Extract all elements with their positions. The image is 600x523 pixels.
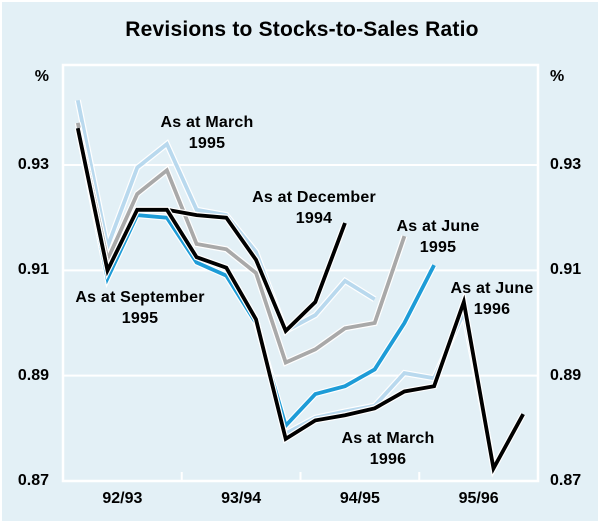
annotation-line: As at June	[450, 280, 534, 297]
y-tick-label-right-0.91: 0.91	[550, 261, 582, 279]
annotation-as-at-march-1996: As at March 1996	[342, 428, 435, 470]
annotation-line: 1995	[419, 239, 457, 256]
annotation-line: As at March	[341, 430, 435, 447]
annotation-line: As at June	[396, 218, 480, 235]
x-tick-label-92-93: 92/93	[102, 490, 143, 507]
y-tick-label-left-0.87: 0.87	[17, 472, 49, 489]
annotation-line: 1995	[121, 310, 159, 327]
annotation-as-at-march-1995: As at March 1995	[161, 112, 254, 154]
y-axis-unit-left: %	[34, 68, 49, 85]
annotation-line: 1996	[369, 451, 407, 468]
y-tick-label-right-0.87: 0.87	[550, 472, 582, 489]
annotation-as-at-september-1995: As at September 1995	[75, 287, 204, 329]
annotation-as-at-december-1994: As at December 1994	[252, 187, 376, 229]
annotation-as-at-june-1995: As at June 1995	[397, 216, 480, 258]
series-line-as-at-june-1996	[75, 127, 525, 475]
x-tick-label-95-96: 95/96	[458, 490, 499, 507]
annotation-line: As at March	[160, 114, 254, 131]
annotation-line: 1996	[473, 301, 511, 318]
chart-title: Revisions to Stocks-to-Sales Ratio	[125, 18, 479, 41]
annotation-as-at-june-1996: As at June 1996	[451, 278, 534, 320]
plot-border	[61, 63, 540, 483]
y-tick-label-left-0.91: 0.91	[17, 261, 49, 279]
annotation-line: As at December	[252, 189, 376, 206]
annotation-line: As at September	[75, 289, 205, 306]
series-line-as-at-june-1995	[75, 122, 407, 366]
annotation-line: 1994	[295, 210, 333, 227]
y-axis-unit-right: %	[550, 68, 565, 85]
annotation-line: 1995	[188, 135, 226, 152]
y-tick-label-right-0.89: 0.89	[550, 366, 582, 384]
x-tick-label-93-94: 93/94	[221, 490, 262, 507]
y-tick-label-left-0.93: 0.93	[17, 156, 49, 174]
y-tick-label-left-0.89: 0.89	[17, 366, 49, 384]
y-tick-label-right-0.93: 0.93	[550, 156, 582, 174]
x-tick-label-94-95: 94/95	[339, 490, 380, 507]
